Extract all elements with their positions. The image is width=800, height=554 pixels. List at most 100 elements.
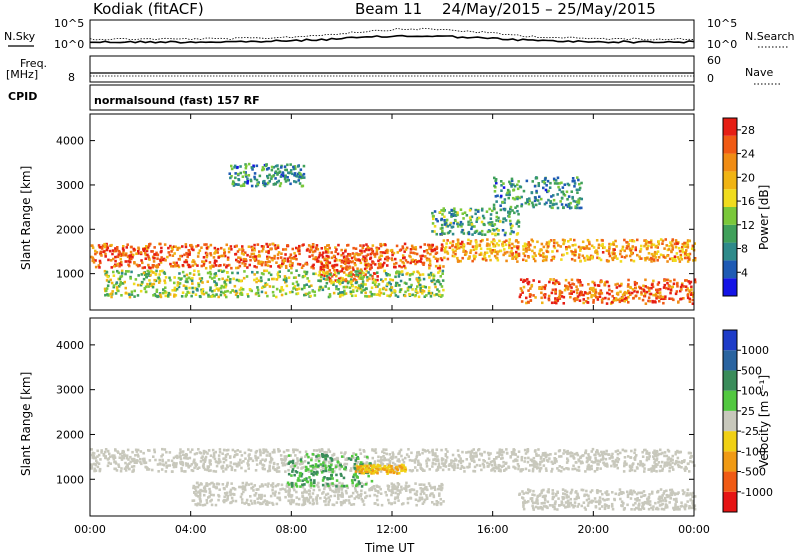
- echo-cell: [538, 469, 542, 473]
- echo-cell: [304, 450, 308, 453]
- echo-cell: [581, 240, 585, 244]
- echo-cell: [293, 488, 296, 492]
- echo-cell: [239, 291, 243, 295]
- echo-cell: [337, 292, 340, 295]
- echo-cell: [546, 179, 550, 183]
- echo-cell: [375, 246, 378, 250]
- echo-cell: [610, 464, 613, 468]
- echo-cell: [520, 300, 524, 303]
- echo-cell: [130, 290, 134, 294]
- echo-cell: [246, 180, 250, 183]
- echo-cell: [144, 461, 148, 464]
- echo-cell: [421, 273, 425, 276]
- echo-cell: [147, 285, 150, 288]
- echo-cell: [436, 257, 440, 261]
- echo-cell: [425, 249, 429, 252]
- echo-cell: [293, 257, 296, 260]
- echo-cell: [469, 452, 473, 456]
- echo-cell: [159, 242, 162, 246]
- echo-cell: [479, 240, 483, 243]
- echo-cell: [644, 278, 647, 282]
- echo-cell: [688, 289, 691, 292]
- echo-cell: [549, 278, 552, 281]
- echo-cell: [94, 252, 97, 256]
- echo-cell: [275, 278, 279, 281]
- echo-cell: [614, 283, 617, 286]
- echo-cell: [403, 256, 406, 259]
- echo-cell: [560, 295, 564, 298]
- echo-cell: [287, 276, 291, 279]
- echo-cell: [491, 460, 494, 463]
- echo-cell: [648, 299, 652, 303]
- echo-cell: [444, 245, 448, 249]
- echo-cell: [441, 227, 444, 230]
- echo-cell: [578, 188, 581, 191]
- echo-cell: [587, 283, 590, 286]
- echo-cell: [256, 497, 259, 501]
- echo-cell: [556, 467, 559, 470]
- echo-cell: [276, 466, 279, 470]
- echo-cell: [398, 284, 401, 287]
- echo-cell: [409, 261, 412, 265]
- echo-cell: [276, 271, 280, 274]
- echo-cell: [473, 470, 477, 473]
- echo-cell: [177, 265, 181, 269]
- echo-cell: [427, 292, 431, 295]
- echo-cell: [554, 452, 557, 455]
- echo-cell: [508, 212, 511, 215]
- echo-cell: [238, 463, 241, 467]
- echo-cell: [416, 270, 419, 273]
- echo-cell: [590, 293, 593, 297]
- echo-cell: [317, 485, 320, 489]
- echo-cell: [443, 256, 446, 260]
- echo-cell: [120, 274, 124, 278]
- echo-cell: [194, 487, 197, 490]
- echo-cell: [572, 199, 576, 203]
- cpid-label: CPID: [8, 90, 37, 103]
- echo-cell: [213, 273, 217, 276]
- echo-cell: [483, 252, 487, 256]
- echo-cell: [377, 259, 380, 263]
- echo-cell: [322, 277, 326, 280]
- echo-cell: [421, 448, 425, 452]
- echo-cell: [206, 468, 209, 472]
- echo-cell: [180, 469, 184, 473]
- echo-cell: [340, 491, 344, 494]
- echo-cell: [427, 257, 431, 261]
- echo-cell: [365, 287, 368, 291]
- echo-cell: [363, 288, 366, 292]
- echo-cell: [224, 455, 228, 459]
- echo-cell: [468, 209, 472, 212]
- echo-cell: [444, 453, 448, 456]
- echo-cell: [284, 470, 287, 473]
- echo-cell: [276, 167, 280, 171]
- echo-cell: [164, 259, 167, 262]
- echo-cell: [395, 464, 399, 468]
- echo-cell: [234, 183, 238, 186]
- echo-cell: [212, 483, 216, 486]
- echo-cell: [360, 269, 364, 273]
- echo-cell: [293, 165, 297, 168]
- echo-cell: [326, 244, 329, 247]
- echo-cell: [248, 263, 252, 267]
- echo-cell: [683, 244, 686, 248]
- echo-cell: [574, 467, 577, 471]
- echo-cell: [456, 466, 459, 469]
- echo-cell: [400, 485, 403, 489]
- echo-cell: [441, 462, 444, 465]
- echo-cell: [185, 277, 189, 281]
- echo-cell: [414, 247, 418, 251]
- echo-cell: [607, 252, 611, 255]
- echo-cell: [454, 252, 457, 256]
- echo-cell: [286, 176, 289, 179]
- echo-cell: [516, 197, 519, 201]
- echo-cell: [350, 260, 353, 264]
- echo-cell: [232, 493, 236, 496]
- echo-cell: [139, 283, 143, 287]
- echo-cell: [456, 463, 460, 467]
- echo-cell: [532, 294, 535, 297]
- echo-cell: [539, 466, 543, 470]
- echo-cell: [167, 294, 170, 297]
- echo-cell: [503, 198, 507, 201]
- echo-cell: [179, 254, 182, 258]
